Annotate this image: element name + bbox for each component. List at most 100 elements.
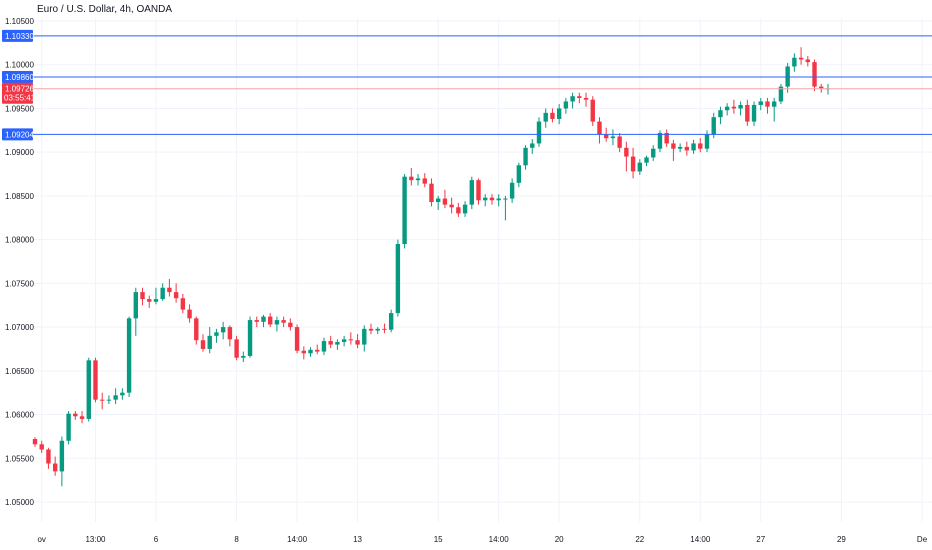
x-tick-label: ov: [37, 535, 45, 544]
x-tick-label: 14:00: [690, 535, 711, 544]
candle-body: [691, 143, 696, 151]
candle-body: [523, 147, 528, 166]
candle-body: [476, 180, 481, 201]
candle-body: [113, 395, 118, 400]
candle-body: [79, 416, 85, 419]
candle-body: [315, 349, 320, 352]
candle-body: [180, 298, 186, 310]
candle-body: [543, 112, 548, 122]
x-tick-label: 13: [353, 535, 362, 544]
candle-body: [106, 399, 112, 401]
candle-body: [429, 183, 434, 203]
candle-body: [321, 341, 327, 352]
last-price-tag: [2, 82, 33, 104]
x-tick-label: 6: [154, 535, 159, 544]
price-level-label: 1.09860: [5, 73, 34, 82]
y-tick-label: 1.08000: [5, 236, 34, 245]
candle-body: [624, 147, 629, 157]
candle-body: [308, 349, 313, 354]
candle-body: [644, 157, 649, 163]
candle-body: [597, 121, 602, 135]
candle-body: [590, 99, 595, 122]
x-tick-label: 29: [837, 535, 846, 544]
candle-body: [758, 101, 763, 105]
candle-body: [46, 449, 51, 464]
candle-body: [100, 399, 105, 401]
candle-body: [402, 176, 407, 245]
candle-body: [274, 320, 280, 325]
candle-body: [409, 176, 414, 181]
candle-body: [187, 309, 192, 319]
price-level-tag: [2, 70, 33, 83]
candle-body: [684, 146, 690, 151]
candle-body: [207, 335, 212, 349]
price-level-tag: [2, 128, 33, 141]
candle-body: [604, 134, 609, 139]
y-tick-label: 1.09000: [5, 148, 34, 157]
candle-body: [637, 162, 642, 172]
candle-body: [664, 132, 669, 144]
candle-body: [382, 328, 387, 330]
candle-body: [671, 143, 676, 149]
price-level-tag: [2, 29, 33, 42]
x-tick-label: 8: [234, 535, 239, 544]
y-tick-label: 1.10000: [5, 61, 34, 70]
y-tick-label: 1.06000: [5, 411, 34, 420]
candle-body: [126, 318, 132, 393]
x-tick-label: 22: [635, 535, 644, 544]
candle-body: [805, 59, 810, 63]
candle-body: [651, 148, 656, 158]
y-tick-label: 1.10500: [5, 17, 34, 26]
candle-body: [610, 136, 616, 139]
candle-body: [214, 332, 219, 336]
candle-body: [698, 143, 703, 149]
candle-body: [66, 413, 71, 441]
candle-body: [247, 320, 253, 356]
candle-body: [563, 101, 569, 109]
candle-body: [268, 316, 273, 325]
candle-body: [254, 320, 259, 322]
candle-body: [93, 360, 98, 400]
candle-body: [368, 328, 374, 331]
candle-body: [194, 318, 199, 341]
candle-body: [819, 86, 824, 89]
candle-body: [751, 104, 757, 122]
candle-body: [469, 180, 474, 205]
candle-body: [792, 57, 797, 67]
candle-body: [583, 97, 589, 100]
candle-body: [731, 106, 737, 109]
candle-body: [677, 146, 683, 149]
candle-body: [348, 339, 354, 341]
candle-body: [456, 207, 461, 214]
x-tick-label: 20: [555, 535, 564, 544]
candle-body: [73, 413, 78, 417]
candle-body: [556, 108, 562, 119]
x-tick-label: 14:00: [287, 535, 308, 544]
y-tick-label: 1.05000: [5, 498, 34, 507]
candle-body: [630, 156, 636, 172]
candle-body: [724, 106, 730, 111]
candle-body: [173, 292, 179, 299]
price-level-label: 1.09204: [5, 130, 34, 139]
candle-body: [147, 299, 152, 302]
candle-body: [355, 340, 360, 345]
candle-body: [704, 134, 710, 149]
y-tick-label: 1.09500: [5, 104, 34, 113]
candle-body: [261, 316, 266, 322]
candle-body: [234, 339, 239, 358]
candle-body: [388, 313, 394, 330]
x-tick-label: 15: [434, 535, 443, 544]
candle-body: [86, 360, 91, 419]
candle-body: [328, 341, 333, 345]
candle-body: [140, 292, 145, 300]
candle-body: [462, 204, 468, 214]
x-tick-label: 27: [756, 535, 765, 544]
candle-body: [288, 322, 293, 328]
candle-body: [52, 463, 58, 472]
last-price-label: 1.09726: [5, 85, 34, 94]
candle-body: [812, 62, 817, 87]
candle-body: [422, 178, 427, 184]
candle-body: [160, 287, 165, 300]
candle-body: [442, 198, 448, 205]
